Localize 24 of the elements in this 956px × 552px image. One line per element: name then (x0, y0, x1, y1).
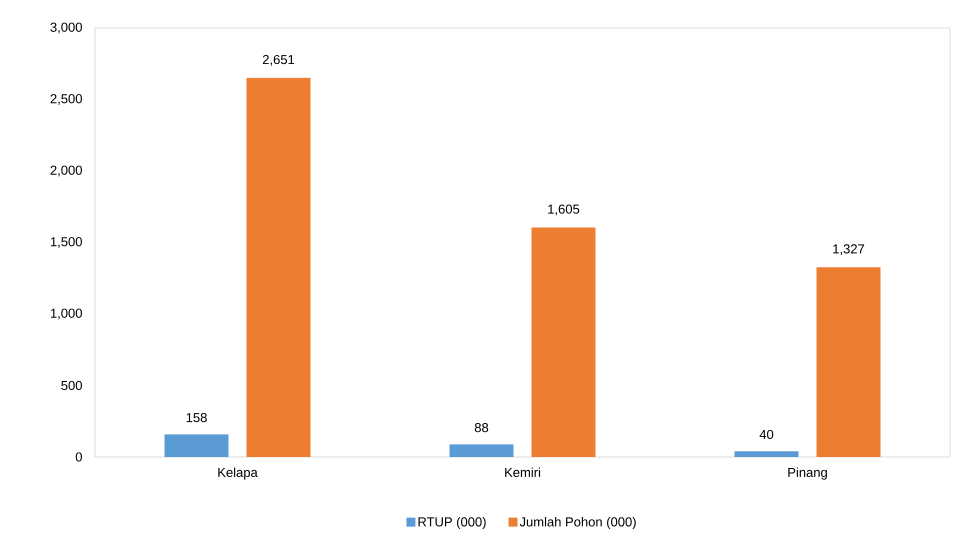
data-label: 1,605 (548, 204, 580, 216)
x-tick-label: Pinang (788, 468, 827, 480)
data-label: 40 (760, 430, 774, 440)
y-tick-label: 500 (61, 380, 82, 390)
bar (734, 451, 799, 457)
data-label: 2,651 (262, 54, 294, 66)
bar (532, 227, 596, 457)
y-tick-label: 1,500 (50, 237, 82, 248)
x-tick-label: Kemiri (505, 468, 540, 478)
bar (246, 78, 311, 457)
data-label: 88 (474, 422, 488, 432)
y-tick-label: 0 (76, 452, 82, 462)
data-label: 1,327 (833, 244, 864, 256)
bar (164, 434, 229, 457)
x-tick-label: Kelapa (218, 468, 258, 480)
y-tick-label: 2,500 (50, 94, 82, 105)
y-tick-label: 3,000 (50, 22, 82, 34)
data-label: 158 (186, 412, 207, 422)
bar (450, 444, 514, 457)
y-tick-label: 2,000 (50, 166, 82, 176)
bar (816, 267, 881, 457)
legend-label: RTUP (000) (418, 516, 486, 530)
legend-label: Jumlah Pohon (000) (520, 516, 636, 530)
y-tick-label: 1,000 (50, 308, 82, 320)
